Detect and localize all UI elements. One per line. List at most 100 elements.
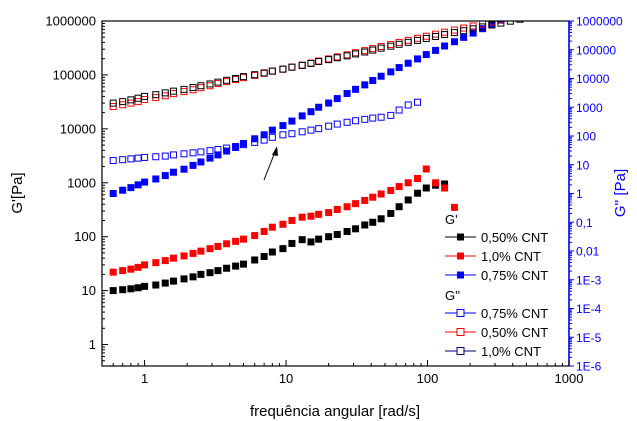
data-point [152, 281, 160, 289]
legend-label: 0,75% CNT [481, 306, 548, 321]
data-point [432, 32, 440, 40]
legend-group-2: 0,75% CNT 0,50% CNT 1,0% CNT [445, 306, 548, 359]
data-point [169, 168, 177, 176]
y-left-tick-label: 1 [89, 337, 96, 352]
data-point [325, 99, 333, 107]
y-right-tick-label: 1E-4 [576, 302, 602, 316]
data-point [169, 90, 177, 98]
data-point [134, 181, 142, 189]
data-point [395, 40, 403, 48]
data-point [127, 184, 135, 192]
data-point [432, 179, 440, 187]
y-right-tick-label: 0,1 [576, 216, 593, 230]
data-point [109, 190, 117, 197]
data-point [268, 133, 276, 141]
data-point [180, 275, 188, 283]
data-point [307, 108, 315, 116]
legend-item: 1,0% CNT [445, 249, 541, 264]
data-point [404, 101, 412, 109]
data-point [223, 240, 231, 248]
data-point [127, 96, 135, 104]
data-point [288, 63, 296, 71]
data-point [369, 114, 377, 122]
data-point [377, 215, 385, 223]
data-point [232, 143, 240, 151]
legend-label: 0,50% CNT [481, 230, 548, 245]
series-2 [109, 4, 532, 197]
data-point [333, 54, 341, 62]
data-point [377, 113, 385, 121]
data-point [377, 190, 385, 198]
data-point [161, 279, 169, 287]
series-5 [109, 21, 524, 107]
data-point [422, 34, 430, 42]
y-right-tick-label: 1E-6 [576, 360, 602, 374]
data-point [260, 252, 268, 260]
series-3 [109, 98, 422, 165]
data-point [141, 92, 149, 100]
data-point [497, 21, 505, 24]
data-point [315, 210, 323, 218]
data-point [197, 158, 205, 166]
data-point [119, 186, 127, 194]
data-point [414, 98, 422, 106]
data-point [497, 21, 505, 27]
series-0 [109, 180, 449, 295]
data-point [479, 23, 487, 31]
data-point [152, 153, 160, 161]
data-point [315, 235, 323, 243]
data-point [141, 261, 149, 269]
data-point [206, 80, 214, 88]
data-point [343, 227, 351, 235]
legend-group-title-g-prime: G' [445, 212, 458, 227]
data-point [109, 268, 117, 276]
plot-marks [109, 4, 532, 295]
data-point [325, 209, 333, 217]
data-point [404, 59, 412, 67]
data-point [251, 71, 259, 79]
legend-marker [456, 328, 465, 336]
data-point [189, 161, 197, 169]
data-point [315, 125, 323, 133]
data-point [361, 196, 369, 204]
data-point [161, 172, 169, 180]
data-point [395, 183, 403, 191]
x-tick-label: 100 [417, 371, 439, 386]
y-right-tick-label: 100 [576, 130, 596, 144]
x-axis-title: frequência angular [rad/s] [250, 403, 420, 420]
y-right-tick-label: 1E-3 [576, 273, 602, 287]
data-point [197, 270, 205, 278]
data-point [169, 277, 177, 285]
data-point [395, 38, 403, 46]
data-point [516, 8, 523, 15]
data-point [441, 184, 449, 192]
data-point [134, 284, 142, 292]
data-point [268, 223, 276, 231]
data-point [161, 89, 169, 97]
data-point [352, 200, 360, 208]
legend-label: 0,75% CNT [481, 268, 548, 283]
legend-label: 1,0% CNT [481, 249, 541, 264]
data-point [441, 31, 449, 39]
y-left-tick-label: 100 [74, 229, 96, 244]
data-point [206, 154, 214, 162]
data-point [469, 29, 477, 37]
data-point [387, 209, 395, 217]
data-point [343, 90, 351, 98]
data-point [343, 203, 351, 211]
data-point [189, 273, 197, 281]
data-point [395, 64, 403, 72]
data-point [343, 52, 351, 60]
data-point [525, 4, 532, 11]
data-point [288, 117, 296, 125]
y-left-tick-label: 1000000 [45, 14, 96, 29]
data-point [441, 28, 449, 36]
data-point [239, 139, 247, 147]
data-point [180, 165, 188, 173]
data-point [127, 155, 135, 163]
data-point [189, 86, 197, 94]
data-point [288, 63, 296, 71]
y-right-tick-label: 1E-5 [576, 331, 602, 345]
data-point [197, 247, 205, 255]
data-point [109, 99, 117, 107]
